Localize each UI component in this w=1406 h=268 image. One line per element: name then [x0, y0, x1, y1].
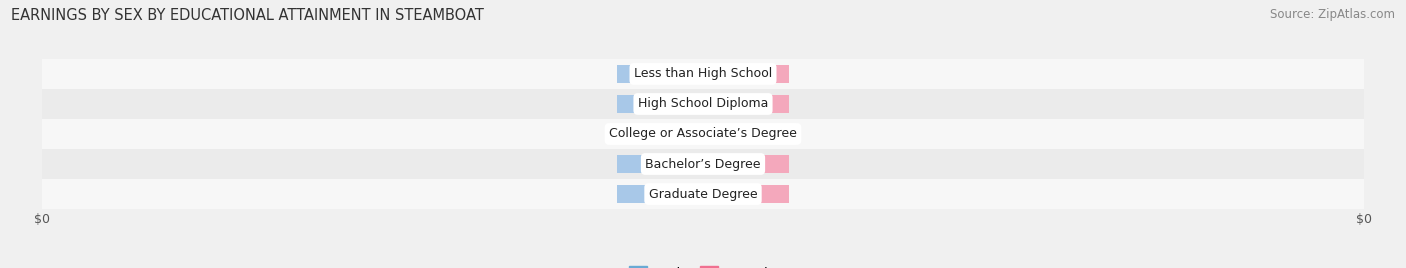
- Bar: [703, 155, 789, 173]
- Text: $0: $0: [738, 68, 754, 80]
- Bar: [42, 89, 1364, 119]
- Text: $0: $0: [652, 128, 668, 140]
- Text: $0: $0: [652, 98, 668, 110]
- Bar: [42, 119, 1364, 149]
- Text: Graduate Degree: Graduate Degree: [648, 188, 758, 200]
- Text: $0: $0: [738, 158, 754, 170]
- Text: College or Associate’s Degree: College or Associate’s Degree: [609, 128, 797, 140]
- Text: Bachelor’s Degree: Bachelor’s Degree: [645, 158, 761, 170]
- Text: $0: $0: [652, 188, 668, 200]
- Text: $0: $0: [652, 158, 668, 170]
- Bar: [617, 125, 703, 143]
- Bar: [703, 125, 789, 143]
- Text: $0: $0: [738, 98, 754, 110]
- Legend: Male, Female: Male, Female: [624, 260, 782, 268]
- Text: $0: $0: [738, 128, 754, 140]
- Text: $0: $0: [738, 188, 754, 200]
- Bar: [42, 59, 1364, 89]
- Bar: [617, 65, 703, 83]
- Bar: [703, 185, 789, 203]
- Text: $0: $0: [652, 68, 668, 80]
- Bar: [617, 155, 703, 173]
- Text: Source: ZipAtlas.com: Source: ZipAtlas.com: [1270, 8, 1395, 21]
- Text: Less than High School: Less than High School: [634, 68, 772, 80]
- Bar: [617, 185, 703, 203]
- Bar: [42, 179, 1364, 209]
- Text: EARNINGS BY SEX BY EDUCATIONAL ATTAINMENT IN STEAMBOAT: EARNINGS BY SEX BY EDUCATIONAL ATTAINMEN…: [11, 8, 484, 23]
- Bar: [703, 95, 789, 113]
- Bar: [42, 149, 1364, 179]
- Bar: [617, 95, 703, 113]
- Text: High School Diploma: High School Diploma: [638, 98, 768, 110]
- Bar: [703, 65, 789, 83]
